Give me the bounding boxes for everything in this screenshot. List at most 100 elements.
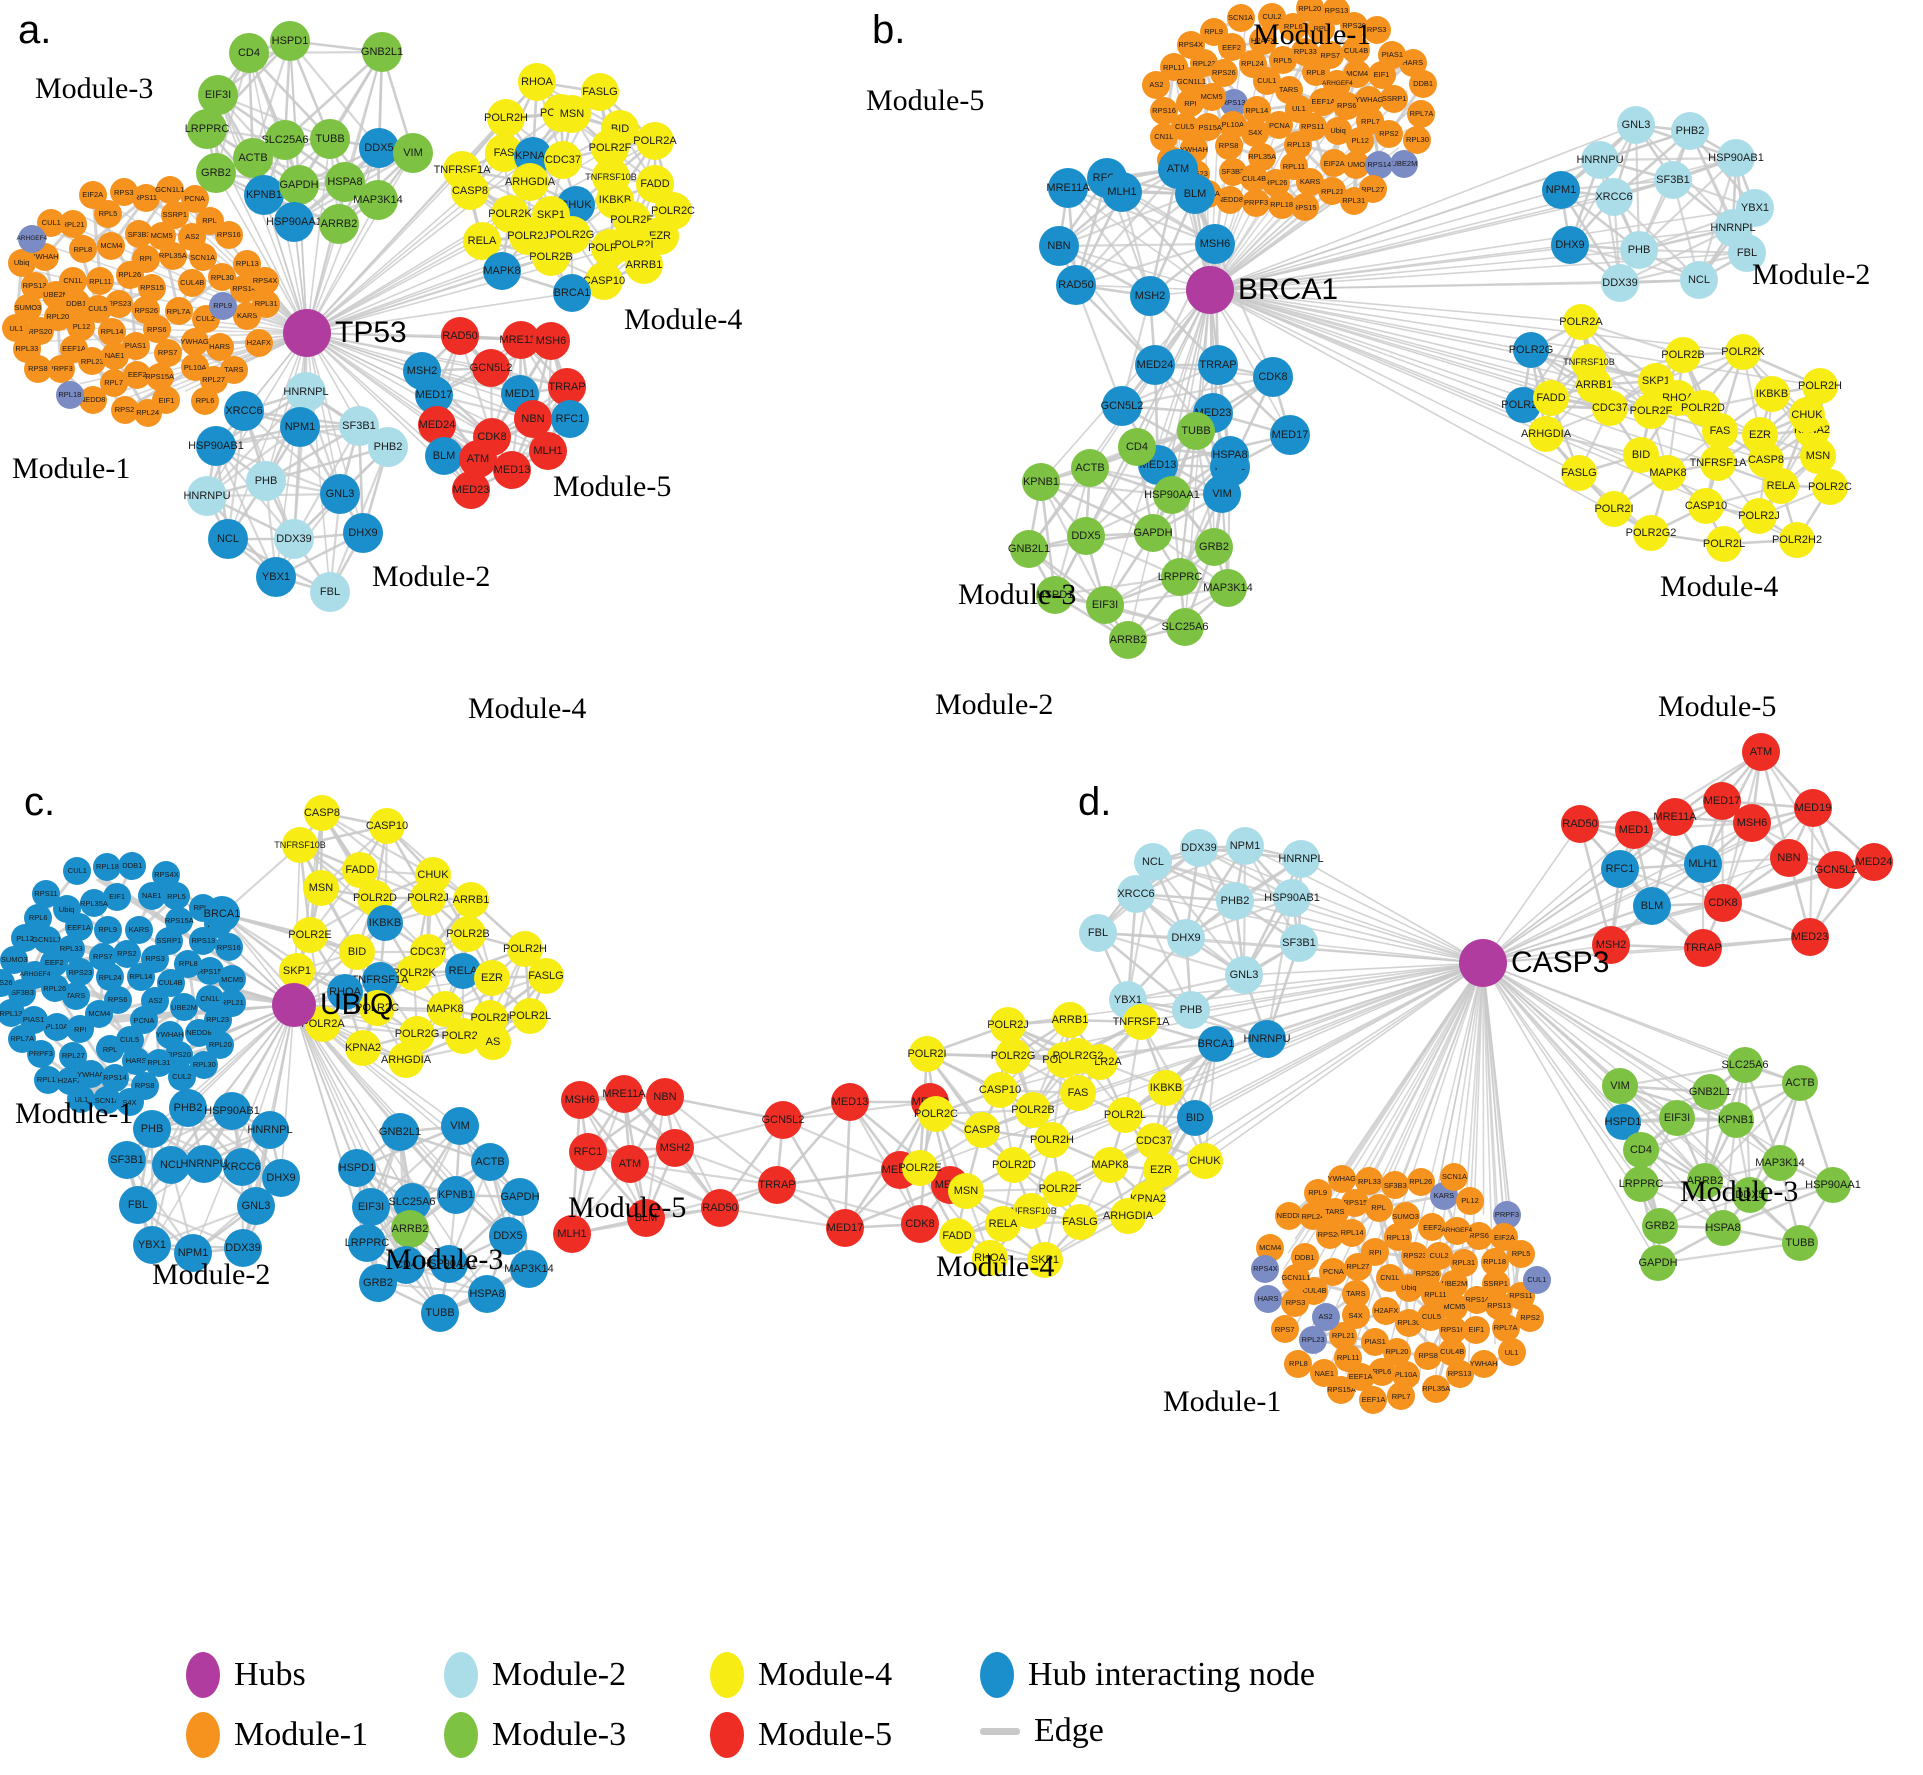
node-gnb2l1[interactable]: GNB2L1: [379, 1113, 421, 1151]
node-rad50[interactable]: RAD50: [701, 1189, 739, 1227]
node-grb2[interactable]: GRB2: [196, 153, 236, 193]
node-msn[interactable]: MSN: [948, 1173, 984, 1209]
node-rpl8[interactable]: RPL8: [1284, 1349, 1313, 1378]
node-scn1a[interactable]: SCN1A: [1226, 3, 1255, 32]
node-ikbkb[interactable]: IKBKB: [367, 905, 403, 941]
node-msh2[interactable]: MSH2: [1130, 276, 1170, 316]
node-xrcc6[interactable]: XRCC6: [223, 1148, 261, 1186]
node-ddx39[interactable]: DDX39: [1601, 264, 1639, 302]
node-ssrp1[interactable]: SSRP1: [1380, 85, 1409, 114]
node-rps4x[interactable]: RPS4X: [251, 266, 280, 295]
node-fbl[interactable]: FBL: [119, 1186, 157, 1224]
node-phb[interactable]: PHB: [133, 1110, 171, 1148]
node-med1[interactable]: MED1: [1615, 811, 1653, 849]
node-ddb1[interactable]: DDB1: [118, 851, 147, 880]
node-gcn5l2[interactable]: GCN5L2: [762, 1101, 804, 1139]
node-mre11a[interactable]: MRE11A: [602, 1075, 646, 1113]
node-ul1[interactable]: UL1: [1284, 95, 1313, 124]
node-hspa8[interactable]: HSPA8: [1705, 1210, 1741, 1246]
node-rpl20[interactable]: RPL20: [43, 303, 72, 332]
node-gapdh[interactable]: GAPDH: [279, 165, 319, 205]
node-polr2c[interactable]: POLR2C: [1808, 469, 1852, 505]
node-vim[interactable]: VIM: [1602, 1068, 1638, 1104]
node-mcm4[interactable]: MCM4: [97, 231, 126, 260]
node-rpl7a[interactable]: RPL7A: [1407, 99, 1436, 128]
node-casp8[interactable]: CASP8: [304, 795, 340, 831]
node-s4x[interactable]: S4X: [1241, 118, 1270, 147]
node-scn1a[interactable]: SCN1A: [1440, 1162, 1469, 1191]
node-polr2a[interactable]: POLR2A: [1559, 304, 1603, 340]
node-hnrnpu[interactable]: HNRNPU: [1243, 1020, 1291, 1058]
node-hars[interactable]: HARS: [1254, 1284, 1283, 1313]
node-rpl31[interactable]: RPL31: [1449, 1249, 1478, 1278]
node-mapk8[interactable]: MAPK8: [1091, 1147, 1129, 1183]
node-dhx9[interactable]: DHX9: [343, 513, 383, 553]
node-npm1[interactable]: NPM1: [1542, 171, 1580, 209]
node-rpl[interactable]: RPL: [1364, 1193, 1393, 1222]
node-mapk8[interactable]: MAPK8: [483, 252, 521, 290]
node-atm[interactable]: ATM: [1742, 733, 1780, 771]
node-gnl3[interactable]: GNL3: [237, 1187, 275, 1225]
node-hsp90ab1[interactable]: HSP90AB1: [188, 426, 244, 466]
node-sumo3[interactable]: SUMO3: [1391, 1202, 1420, 1231]
node-polr2f[interactable]: POLR2F: [1630, 393, 1672, 429]
node-hars[interactable]: HARS: [205, 332, 234, 361]
node-arhgdia[interactable]: ARHGDIA: [381, 1042, 431, 1078]
node-hnrnpl[interactable]: HNRNPL: [247, 1111, 293, 1149]
node-hnrnpu[interactable]: HNRNPU: [1576, 141, 1624, 179]
node-arrb2[interactable]: ARRB2: [319, 204, 359, 244]
node-chuk[interactable]: CHUK: [1187, 1143, 1223, 1179]
node-brca1[interactable]: BRCA1: [204, 896, 240, 932]
node-ikbkb[interactable]: IKBKB: [1148, 1070, 1184, 1106]
node-rps3[interactable]: RPS3: [109, 178, 138, 207]
hub-node-tp53[interactable]: [283, 309, 331, 357]
node-slc25a6[interactable]: SLC25A6: [1721, 1047, 1769, 1083]
node-hnrnpu[interactable]: HNRNPU: [183, 476, 231, 516]
node-polr2c[interactable]: POLR2C: [914, 1096, 958, 1132]
node-mre11a[interactable]: MRE11A: [1046, 168, 1090, 208]
node-cdc37[interactable]: CDC37: [544, 141, 582, 179]
node-polr2l[interactable]: POLR2L: [509, 998, 551, 1034]
node-rpl18[interactable]: RPL18: [55, 381, 84, 410]
node-as2[interactable]: AS2: [1311, 1302, 1340, 1331]
node-blm[interactable]: BLM: [1633, 887, 1671, 925]
node-ikbkb[interactable]: IKBKB: [1754, 376, 1790, 412]
node-rps2[interactable]: RPS2: [112, 940, 141, 969]
node-polr2h2[interactable]: POLR2H2: [1772, 522, 1822, 558]
node-fadd[interactable]: FADD: [939, 1218, 975, 1254]
node-ddx39[interactable]: DDX39: [1180, 829, 1218, 867]
node-rpl7[interactable]: RPL7: [99, 368, 128, 397]
node-hsp90ab1[interactable]: HSP90AB1: [204, 1092, 260, 1130]
node-faslg[interactable]: FASLG: [1062, 1204, 1098, 1240]
node-casp8[interactable]: CASP8: [451, 172, 489, 210]
node-hnrnpl[interactable]: HNRNPL: [283, 372, 329, 412]
node-fas[interactable]: FAS: [1060, 1075, 1096, 1111]
node-ybx1[interactable]: YBX1: [256, 557, 296, 597]
node-gnb2l1[interactable]: GNB2L1: [1689, 1074, 1731, 1110]
node-eif3i[interactable]: EIF3I: [1659, 1100, 1695, 1136]
node-polr2d[interactable]: POLR2D: [992, 1147, 1036, 1183]
node-rpl7a[interactable]: RPL7A: [164, 297, 193, 326]
node-blm[interactable]: BLM: [425, 437, 463, 475]
node-arrb1[interactable]: ARRB1: [625, 246, 663, 284]
node-kpnb1[interactable]: KPNB1: [437, 1176, 475, 1214]
node-ddb1[interactable]: DDB1: [1409, 69, 1438, 98]
node-hsp90aa1[interactable]: HSP90AA1: [266, 202, 322, 242]
node-as2[interactable]: AS2: [1142, 70, 1171, 99]
node-ezr[interactable]: EZR: [474, 960, 510, 996]
node-arrb1[interactable]: ARRB1: [453, 882, 489, 918]
node-ncl[interactable]: NCL: [208, 519, 248, 559]
node-prpf3[interactable]: PRPF3: [1242, 188, 1271, 217]
node-ubiq[interactable]: Ubiq: [52, 895, 81, 924]
node-gcn1l1[interactable]: GCN1L1: [1281, 1263, 1311, 1292]
node-rpl31[interactable]: RPL31: [144, 1048, 173, 1077]
node-vim[interactable]: VIM: [393, 133, 433, 173]
node-dhx9[interactable]: DHX9: [1551, 226, 1589, 264]
node-rpl30[interactable]: RPL30: [1403, 125, 1432, 154]
node-msh6[interactable]: MSH6: [1733, 804, 1771, 842]
node-rpl18[interactable]: RPL18: [93, 852, 122, 881]
node-lrpprc[interactable]: LRPPRC: [185, 109, 229, 149]
node-rps3[interactable]: RPS3: [1281, 1288, 1310, 1317]
node-gcn5l2[interactable]: GCN5L2: [1815, 851, 1857, 889]
node-polr2l[interactable]: POLR2L: [1703, 526, 1745, 562]
